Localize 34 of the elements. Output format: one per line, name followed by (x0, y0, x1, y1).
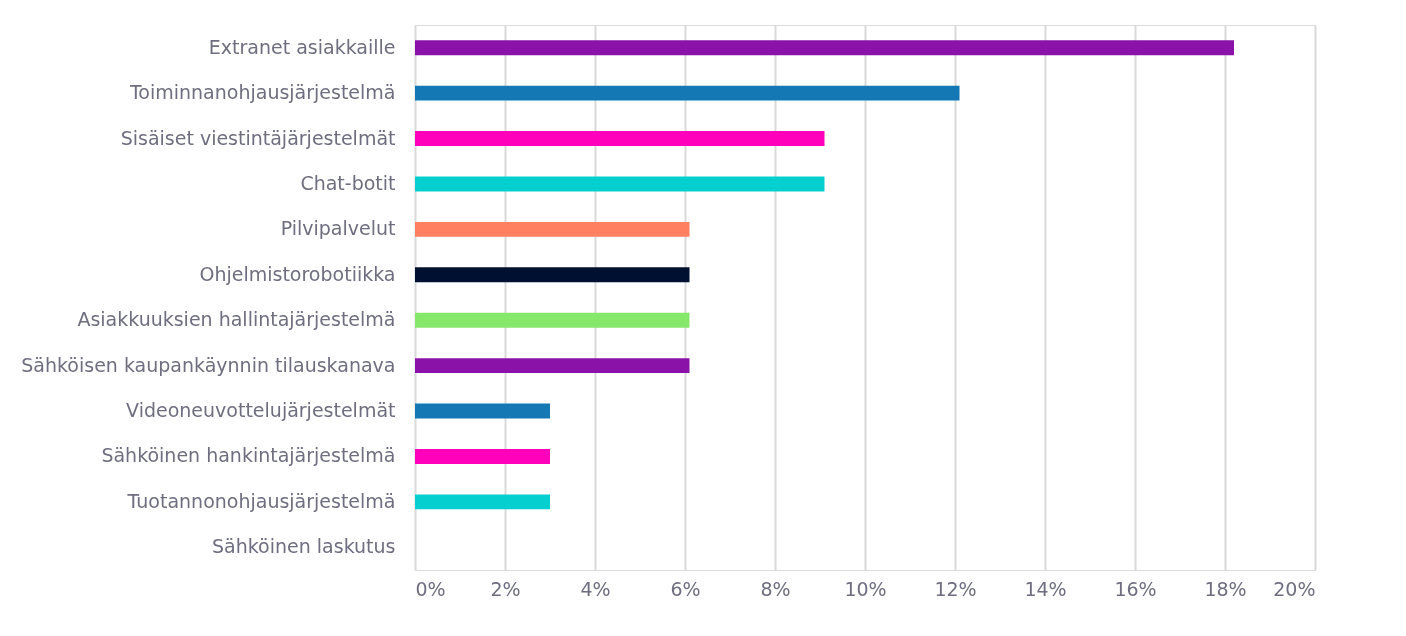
bar (415, 312, 690, 328)
x-tick-label: 6% (670, 577, 701, 600)
bar (415, 448, 550, 464)
y-tick-label: Tuotannonohjausjärjestelmä (126, 489, 396, 512)
x-tick-label: 14% (1024, 577, 1067, 600)
bar (415, 131, 825, 147)
bar (415, 40, 1234, 56)
y-tick-label: Pilvipalvelut (280, 217, 396, 240)
y-tick-label: Sähköinen hankintajärjestelmä (101, 444, 396, 467)
x-tick-label: 4% (580, 577, 611, 600)
y-tick-label: Ohjelmistorobotiikka (199, 262, 396, 285)
x-tick-label: 12% (934, 577, 977, 600)
x-tick-label: 16% (1114, 577, 1157, 600)
y-tick-label: Chat-botit (300, 171, 396, 194)
x-tick-label: 0% (415, 577, 446, 600)
bar (415, 494, 550, 510)
y-tick-label: Sähköisen kaupankäynnin tilauskanava (21, 353, 396, 376)
bar (415, 221, 690, 237)
bar (415, 85, 960, 101)
x-tick-label: 10% (844, 577, 887, 600)
bar (415, 358, 690, 374)
bar (415, 403, 550, 419)
y-tick-label: Extranet asiakkaille (208, 35, 396, 58)
y-tick-label: Sähköinen laskutus (212, 535, 396, 558)
y-tick-label: Asiakkuuksien hallintajärjestelmä (77, 308, 396, 331)
y-tick-label: Sisäiset viestintäjärjestelmät (120, 126, 396, 149)
x-tick-label: 8% (760, 577, 791, 600)
x-tick-label: 2% (490, 577, 521, 600)
bar (415, 267, 690, 283)
x-tick-label: 18% (1204, 577, 1247, 600)
bar (415, 176, 825, 192)
y-tick-label: Videoneuvottelujärjestelmät (126, 399, 396, 422)
x-tick-label: 20% (1273, 577, 1316, 600)
y-tick-label: Toiminnanohjausjärjestelmä (128, 81, 396, 104)
